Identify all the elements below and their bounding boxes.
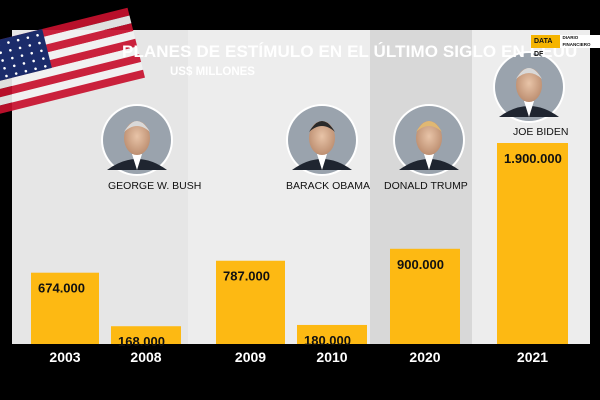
bar-value-label-2009: 787.000 (223, 269, 270, 284)
portrait-2 (393, 104, 465, 176)
bar-value-label-2010: 180.000 (304, 333, 351, 348)
bar-value-label-2021: 1.900.000 (504, 151, 562, 166)
group-label-2: DONALD TRUMP (384, 180, 468, 192)
group-label-0: GEORGE W. BUSH (108, 180, 201, 192)
portrait-0 (101, 104, 173, 176)
x-tick-label-2003: 2003 (49, 349, 80, 365)
brand-secondary: DIARIO FINANCIERO (559, 35, 600, 48)
group-label-1: BARACK OBAMA (286, 180, 370, 192)
bar-2009 (216, 260, 285, 344)
bar-value-label-2020: 900.000 (397, 257, 444, 272)
bar-2003 (31, 272, 99, 344)
bar-value-label-2008: 168.000 (118, 334, 165, 349)
bar-2020 (390, 248, 460, 344)
brand-primary: DATA DF (531, 35, 560, 58)
bar-value-label-2003: 674.000 (38, 281, 85, 296)
us-flag-icon (0, 7, 145, 114)
brand-logo: DATA DF DIARIO FINANCIERO (531, 35, 600, 58)
chart-title: PLANES DE ESTÍMULO EN EL ÚLTIMO SIGLO EN… (122, 42, 578, 61)
x-tick-label-2010: 2010 (316, 349, 347, 365)
portrait-3 (493, 51, 565, 123)
x-tick-label-2020: 2020 (409, 349, 440, 365)
x-tick-label-2009: 2009 (235, 349, 266, 365)
x-tick-label-2021: 2021 (517, 349, 548, 365)
x-axis-bar (0, 344, 600, 400)
bar-2010 (297, 324, 367, 344)
chart-subtitle: US$ MILLONES (170, 66, 255, 78)
portrait-1 (286, 104, 358, 176)
bar-2021 (497, 143, 568, 344)
bar-2008 (111, 326, 181, 344)
group-label-3: JOE BIDEN (513, 126, 568, 138)
x-tick-label-2008: 2008 (130, 349, 161, 365)
